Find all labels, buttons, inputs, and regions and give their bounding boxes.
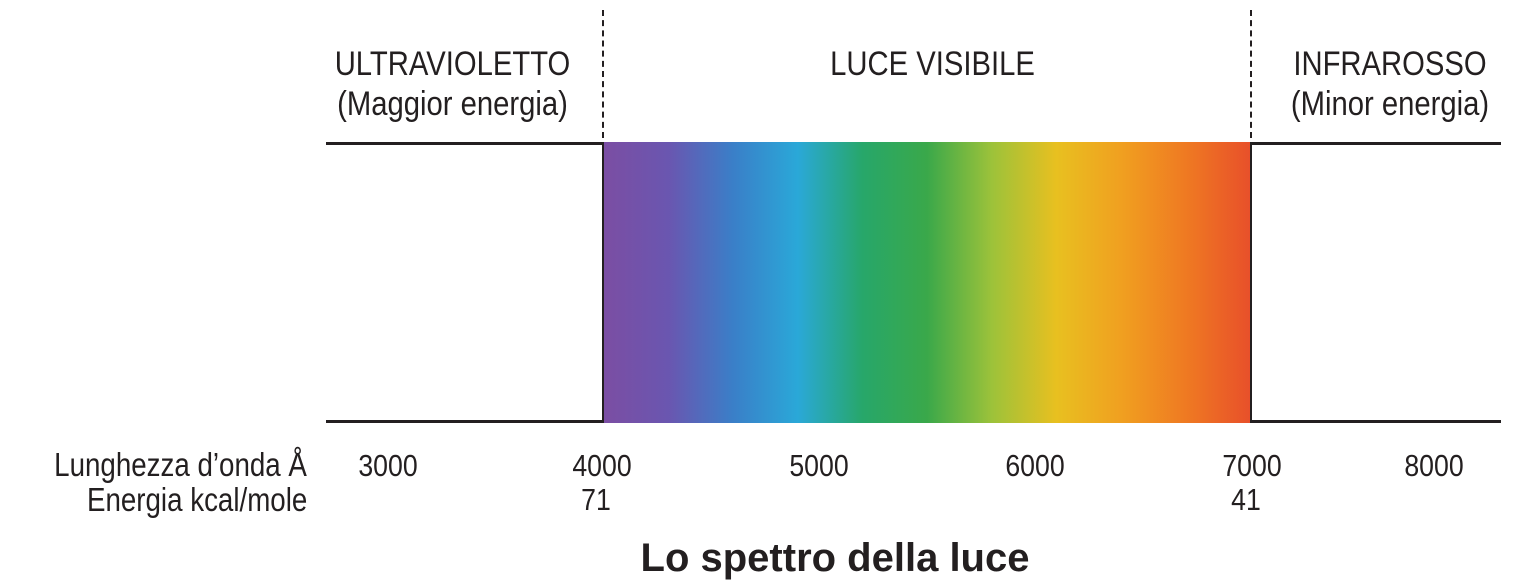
visible-light-label: LUCE VISIBILE (784, 44, 1081, 84)
ultraviolet-label: ULTRAVIOLETTO (Maggior energia) (321, 44, 583, 124)
wavelength-tick-4000: 4000 (572, 448, 632, 483)
infrared-name: INFRAROSSO (1293, 45, 1487, 83)
uv-visible-divider (602, 10, 604, 138)
infrared-label: INFRAROSSO (Minor energia) (1270, 44, 1511, 124)
wavelength-tick-6000: 6000 (1005, 448, 1065, 483)
energy-axis-title: Energia kcal/mole (86, 481, 307, 518)
wavelength-tick-8000: 8000 (1403, 448, 1464, 483)
diagram-title: Lo spettro della luce (640, 536, 1030, 580)
visible-spectrum-band (602, 142, 1252, 423)
infrared-note: (Minor energia) (1290, 85, 1490, 123)
ultraviolet-note: (Maggior energia) (337, 85, 568, 123)
energy-tick-71: 71 (581, 482, 611, 517)
energy-tick-41: 41 (1231, 482, 1261, 517)
wavelength-axis-title: Lunghezza d’onda Å (54, 446, 307, 483)
ultraviolet-name: ULTRAVIOLETTO (334, 45, 571, 83)
wavelength-tick-5000: 5000 (788, 448, 849, 483)
wavelength-tick-7000: 7000 (1222, 448, 1282, 483)
wavelength-tick-3000: 3000 (358, 448, 418, 483)
visible-ir-divider (1250, 10, 1252, 138)
visible-light-name: LUCE VISIBILE (830, 45, 1035, 83)
